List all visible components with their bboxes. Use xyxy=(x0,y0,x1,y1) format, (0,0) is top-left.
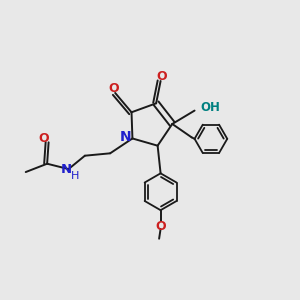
Text: O: O xyxy=(38,132,49,145)
Text: O: O xyxy=(108,82,119,95)
Text: O: O xyxy=(157,70,167,83)
Text: N: N xyxy=(120,130,132,144)
Text: H: H xyxy=(71,171,79,181)
Text: N: N xyxy=(61,163,72,176)
Text: O: O xyxy=(155,220,166,233)
Text: OH: OH xyxy=(200,100,220,113)
